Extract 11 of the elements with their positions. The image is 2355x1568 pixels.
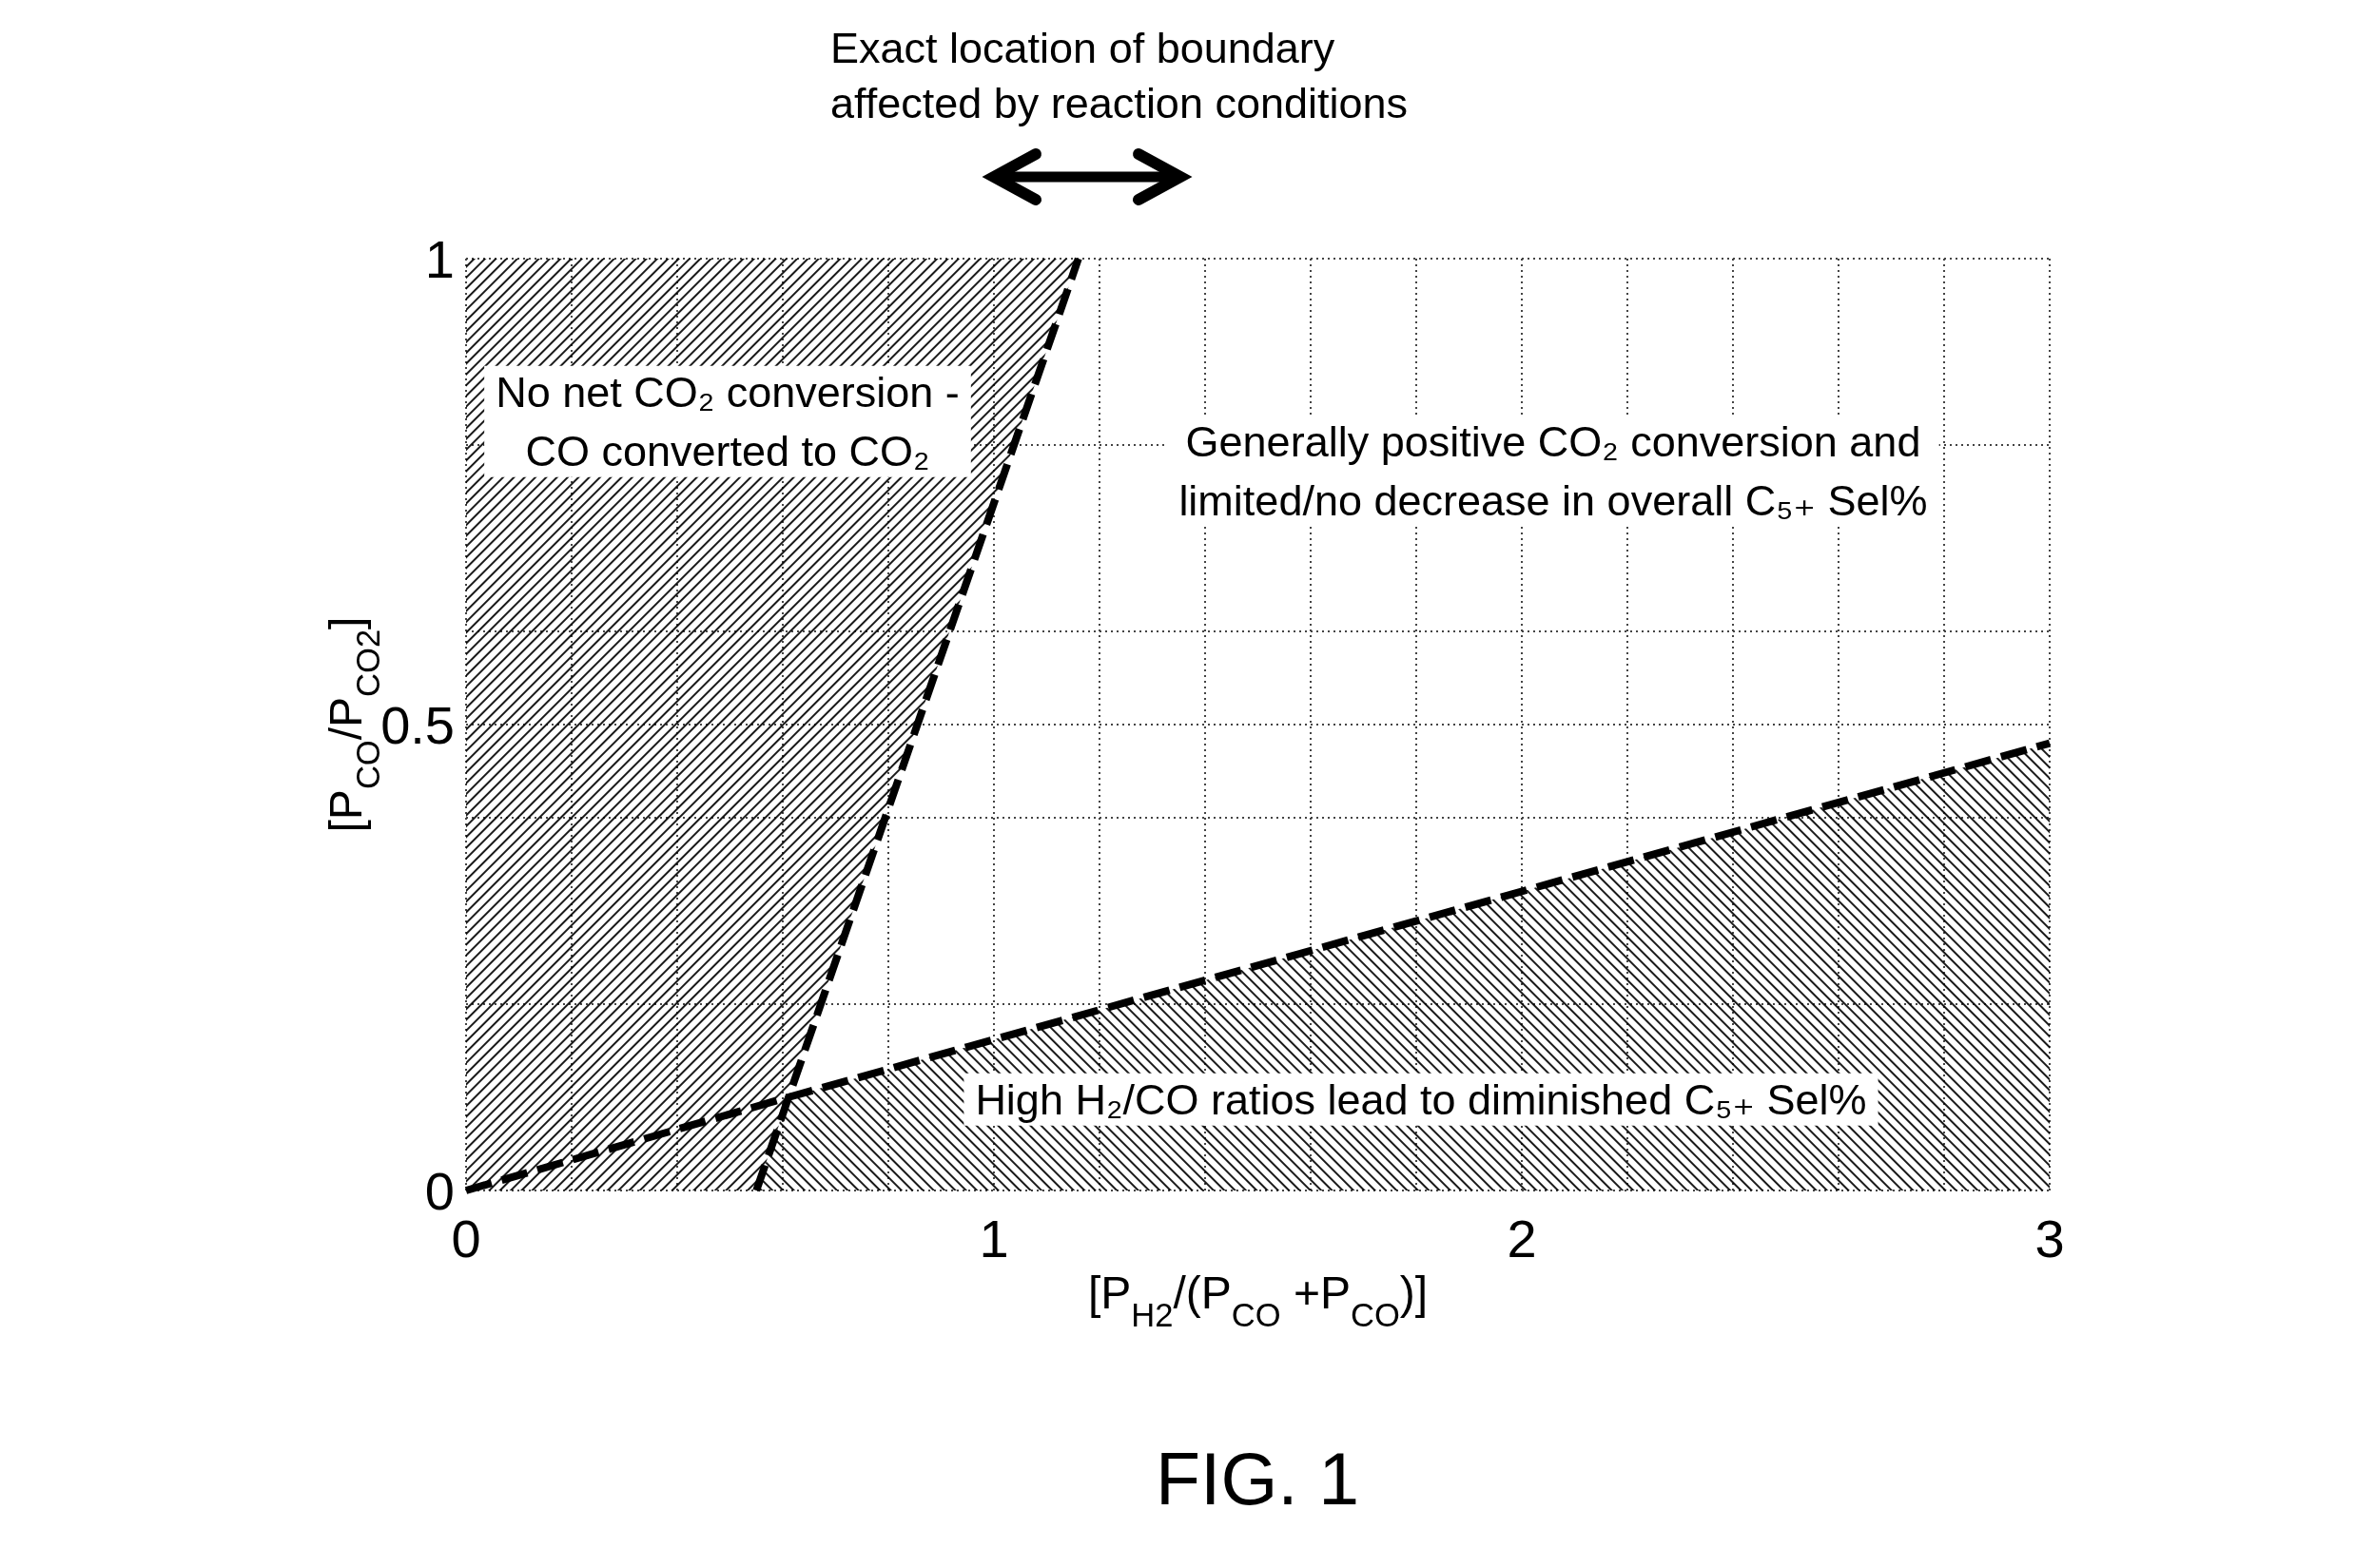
x-tick-label: 2 [1507, 1209, 1537, 1268]
x-tick-label: 3 [2034, 1209, 2065, 1268]
annotation: No net CO₂ conversion - CO converted to CO₂ [496, 367, 960, 475]
y-tick-label: 1 [424, 229, 455, 289]
x-axis-title: [P$_{H2}$/(P$_{CO}$ +P$_{CO}$)] [1087, 1268, 1429, 1333]
annotation: High H₂/CO ratios lead to diminished C₅₊ Sel% [975, 1074, 1867, 1124]
annotation: Generally positive CO₂ conversion and limited/no decrease in overall C₅₊ Sel% [1178, 416, 1928, 525]
x-tick-label: 1 [979, 1209, 1009, 1268]
y-tick-label: 0 [424, 1161, 455, 1221]
text: Exact location of boundary affected by reaction conditions [830, 24, 1409, 127]
caption: FIG. 1 [1156, 1438, 1359, 1520]
